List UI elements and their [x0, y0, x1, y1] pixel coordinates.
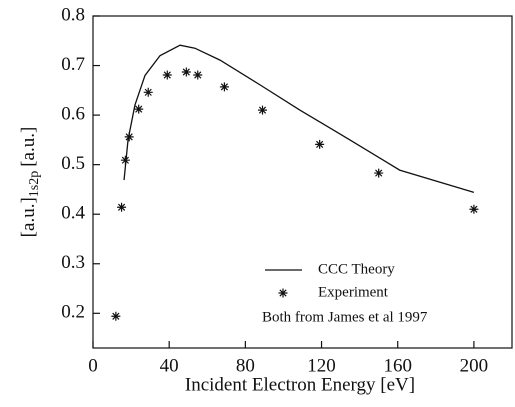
experiment-point — [120, 155, 130, 165]
x-tick-label: 200 — [460, 355, 489, 376]
y-tick-label: 0.7 — [61, 54, 85, 75]
legend-label: Experiment — [318, 284, 389, 300]
experiment-point — [111, 311, 121, 321]
experiment-point — [181, 67, 191, 77]
y-tick-label: 0.5 — [61, 153, 85, 174]
x-tick-label: 40 — [160, 355, 179, 376]
experiment-point — [374, 168, 384, 178]
y-tick-label: 0.2 — [61, 302, 85, 323]
y-label-sub: 1s2p — [27, 171, 42, 197]
theory-line — [123, 44, 475, 194]
x-tick-label: 0 — [88, 355, 98, 376]
y-label-main: [a.u.] — [18, 197, 39, 237]
y-tick-label: 0.4 — [61, 203, 85, 224]
x-tick-label: 120 — [307, 355, 336, 376]
y-label-unit: [a.u.] — [18, 127, 39, 167]
y-tick-label: 0.6 — [61, 103, 85, 124]
x-axis-label: Incident Electron Energy [eV] — [185, 374, 415, 395]
experiment-point — [258, 105, 268, 115]
x-tick-label: 80 — [236, 355, 255, 376]
y-axis-label: [a.u.]1s2p[a.u.] — [18, 127, 42, 238]
experiment-point — [143, 87, 153, 97]
experiment-point — [315, 139, 325, 149]
annotation: Both from James et al 1997 — [262, 309, 428, 325]
experiment-point — [162, 70, 172, 80]
x-tick-label: 160 — [383, 355, 412, 376]
y-tick-label: 0.3 — [61, 252, 85, 273]
experiment-point — [124, 132, 134, 142]
y-tick-label: 0.8 — [61, 4, 85, 25]
experiment-point — [117, 202, 127, 212]
experiment-point — [469, 204, 479, 214]
experiment-point — [134, 104, 144, 114]
experiment-point — [219, 82, 229, 92]
experiment-point — [193, 70, 203, 80]
legend-marker — [278, 288, 288, 298]
plot-frame — [92, 15, 513, 349]
legend-label: CCC Theory — [318, 261, 395, 277]
